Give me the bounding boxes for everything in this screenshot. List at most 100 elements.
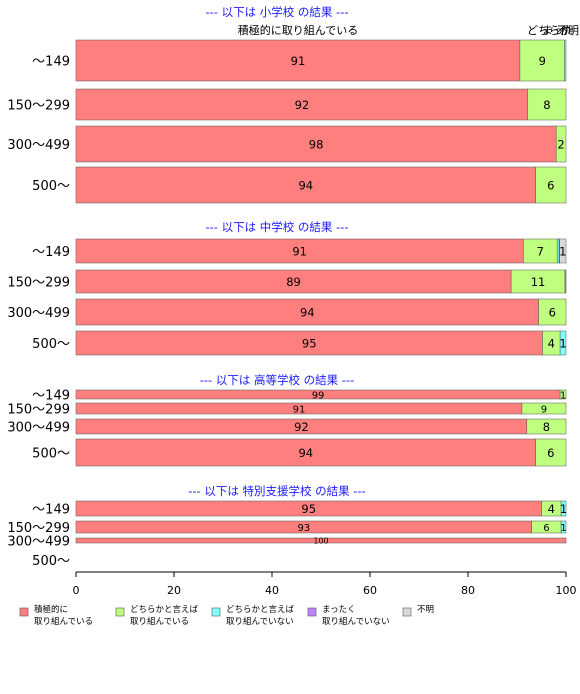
bar-segment xyxy=(559,389,567,400)
bar-segment xyxy=(526,418,567,435)
data-label: 7 xyxy=(537,244,544,258)
data-label: 4 xyxy=(548,502,555,516)
data-label: 98 xyxy=(309,137,324,151)
data-label: 95 xyxy=(302,336,317,350)
data-label: 91 xyxy=(292,244,307,258)
data-label: 92 xyxy=(294,420,309,434)
bar-segment xyxy=(555,125,567,163)
category-label: 150～299 xyxy=(7,276,70,291)
bar-segment xyxy=(538,298,567,326)
data-label: 6 xyxy=(547,178,554,192)
category-label: ～149 xyxy=(32,55,70,70)
bar-segment xyxy=(75,88,529,121)
category-label: 300～499 xyxy=(7,421,70,436)
bar-segment xyxy=(75,537,567,544)
legend-label: 取り組んでいない xyxy=(322,616,390,627)
bar-segment xyxy=(535,166,567,204)
data-label: 93 xyxy=(297,523,310,534)
x-tick-label: 0 xyxy=(73,584,80,597)
panel-title: --- 以下は 中学校 の結果 --- xyxy=(205,220,348,234)
category-label: ～149 xyxy=(32,245,70,260)
bar-segment xyxy=(564,39,567,82)
bar-segment xyxy=(523,238,558,264)
legend-swatch xyxy=(19,607,29,617)
legend-label: どちらかと言えば xyxy=(130,604,199,615)
data-label: 1 xyxy=(560,523,566,534)
legend-swatch xyxy=(307,607,317,617)
legend-swatch xyxy=(211,607,221,617)
data-label: 99 xyxy=(312,390,325,401)
bar-segment xyxy=(560,520,567,534)
x-tick-label: 20 xyxy=(167,584,181,597)
legend-label: どちらかと言えば xyxy=(226,604,295,615)
bar-segment xyxy=(75,438,536,467)
category-label: 500～ xyxy=(32,337,70,352)
x-tick-label: 100 xyxy=(556,584,577,597)
x-tick-label: 60 xyxy=(363,584,377,597)
legend-label: 積極的に xyxy=(34,604,68,615)
bar-segment xyxy=(75,298,539,326)
bar-segment xyxy=(521,402,567,415)
panel-title: --- 以下は 小学校 の結果 --- xyxy=(205,5,348,19)
data-label: 8 xyxy=(543,420,550,434)
legend-label: 不明 xyxy=(417,605,434,615)
header-label: どちらか xyxy=(527,24,571,37)
bar-segment xyxy=(527,88,567,121)
data-label: 94 xyxy=(300,305,315,319)
panel-title: --- 以下は 高等学校 の結果 --- xyxy=(200,373,355,387)
data-label: 9 xyxy=(539,54,546,68)
data-label: 95 xyxy=(301,502,316,516)
panel-title: --- 以下は 特別支援学校 の結果 --- xyxy=(188,484,366,498)
data-label: 9 xyxy=(541,404,547,415)
category-label: 150～299 xyxy=(7,403,70,418)
legend-label: 取り組んでいる xyxy=(34,616,93,627)
legend-label: 取り組んでいる xyxy=(130,616,189,627)
data-label: 1 xyxy=(560,502,567,516)
bar-segment xyxy=(75,125,557,163)
data-label: 6 xyxy=(543,523,549,534)
legend-label: 取り組んでいない xyxy=(226,616,294,627)
header-label: まった xyxy=(542,24,575,37)
data-label: 94 xyxy=(298,178,313,192)
data-label: 91 xyxy=(293,404,306,415)
data-label: 91 xyxy=(291,54,306,68)
data-label: 94 xyxy=(298,446,313,460)
bar-segment xyxy=(535,438,567,467)
category-label: ～149 xyxy=(32,503,70,518)
category-label: 500～ xyxy=(32,554,70,569)
category-label: 300～499 xyxy=(7,138,70,153)
header-label: 積極的に取り組んでいる xyxy=(238,23,358,37)
x-tick-label: 80 xyxy=(461,584,475,597)
data-label: 2 xyxy=(557,137,564,151)
data-label: 4 xyxy=(548,336,555,350)
data-label: 6 xyxy=(549,305,556,319)
legend-label: まったく xyxy=(322,605,356,615)
header-label: 不明 xyxy=(557,24,579,37)
data-label: 11 xyxy=(531,275,546,289)
data-label: 92 xyxy=(295,98,310,112)
data-label: 1 xyxy=(559,336,566,350)
data-label: 1 xyxy=(560,390,566,401)
data-label: 100 xyxy=(313,537,328,546)
category-label: 500～ xyxy=(32,447,70,462)
x-tick-label: 40 xyxy=(265,584,279,597)
category-label: 300～499 xyxy=(7,306,70,321)
bar-segment xyxy=(559,238,567,264)
bar-segment xyxy=(560,500,567,517)
bar-segment xyxy=(564,269,567,294)
bar-segment xyxy=(559,330,567,356)
data-label: 89 xyxy=(286,275,301,289)
data-label: 6 xyxy=(547,446,554,460)
legend-swatch xyxy=(115,607,125,617)
bar-segment xyxy=(75,166,536,204)
data-label: 1 xyxy=(559,244,566,258)
legend-swatch xyxy=(402,607,412,617)
data-label: 8 xyxy=(543,98,550,112)
bar-segment xyxy=(75,330,543,356)
category-label: 300～499 xyxy=(7,535,70,550)
category-label: 500～ xyxy=(32,179,70,194)
category-label: ～149 xyxy=(32,389,70,404)
category-label: 150～299 xyxy=(7,99,70,114)
category-label: 150～299 xyxy=(7,521,70,536)
